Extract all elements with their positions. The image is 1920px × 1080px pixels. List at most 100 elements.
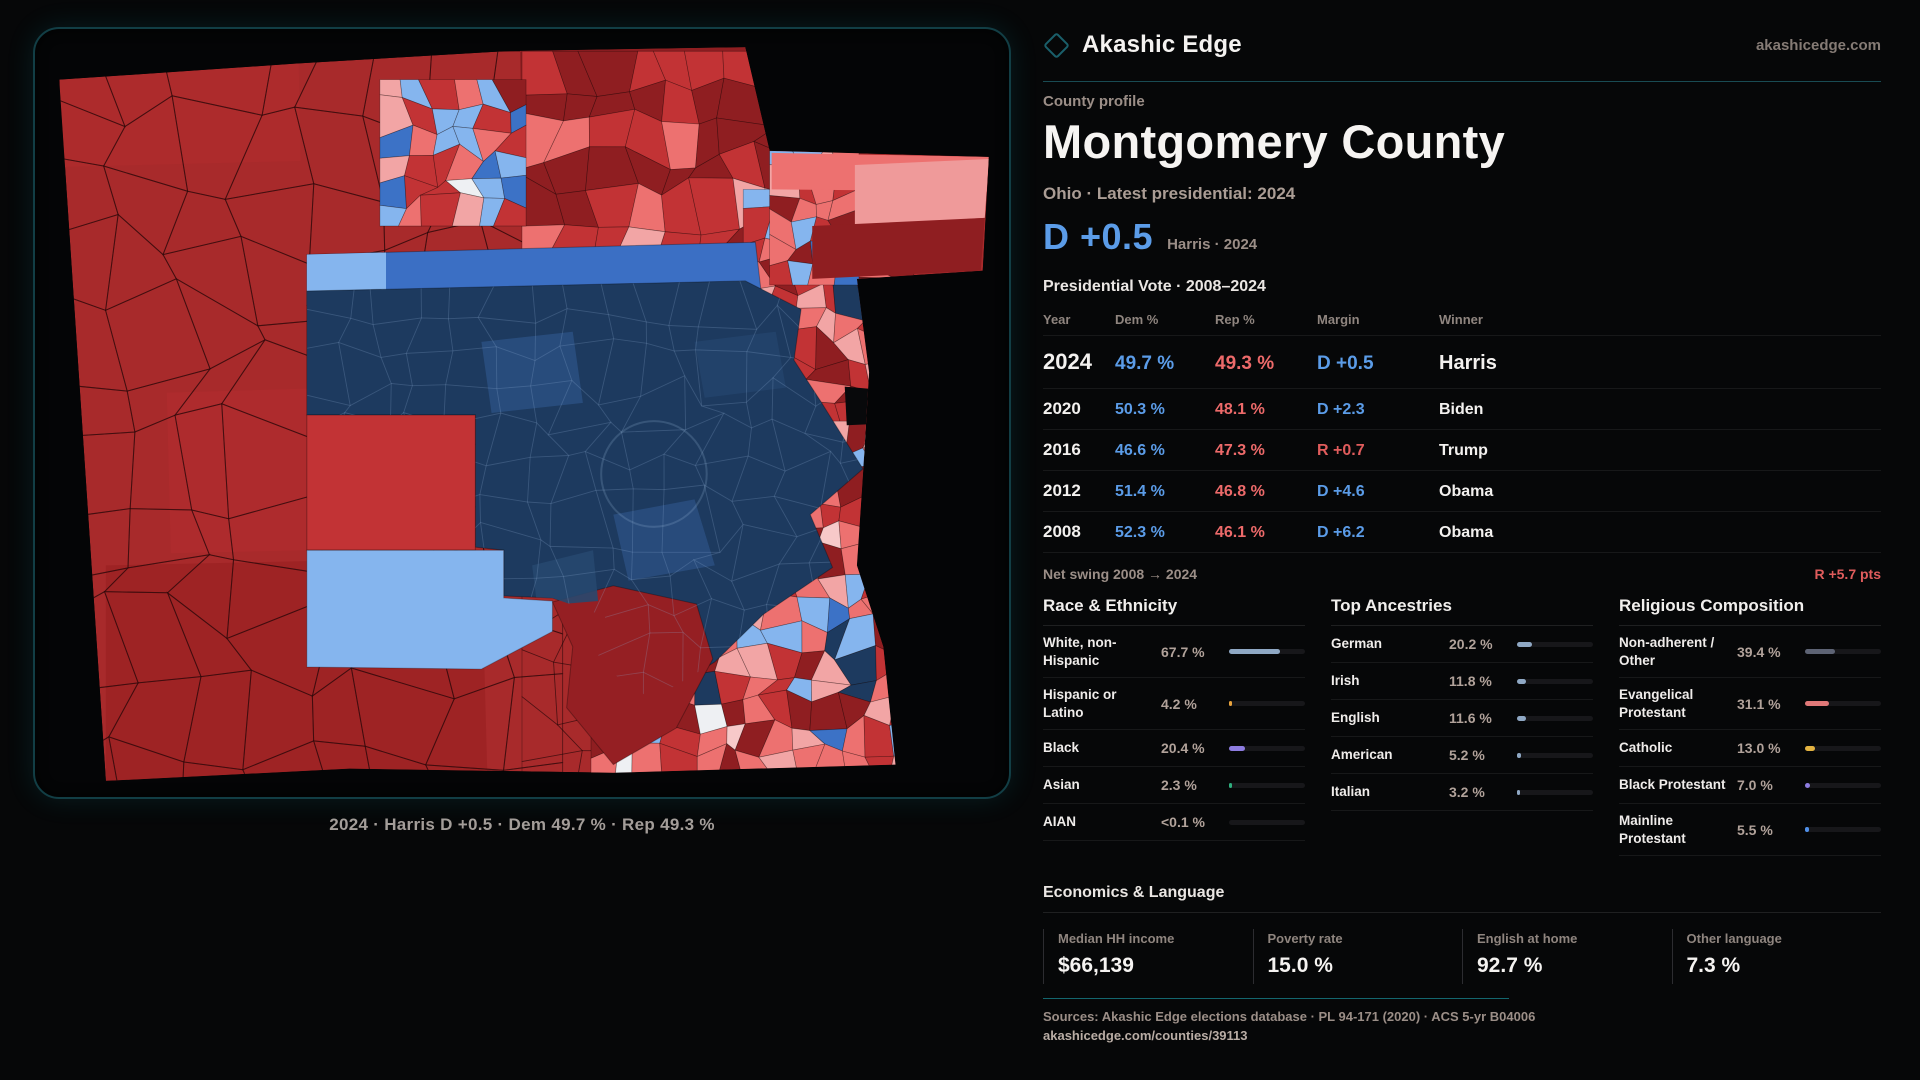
demo-value: 13.0 %: [1737, 740, 1781, 757]
vote-winner: Trump: [1439, 442, 1488, 459]
econ-stat-label: Median HH income: [1058, 931, 1175, 947]
demo-section-title: Top Ancestries: [1331, 596, 1593, 626]
demo-value: 20.2 %: [1449, 636, 1493, 652]
econ-stat: Median HH income $66,139: [1043, 929, 1253, 985]
stat-bar-fill: [1805, 782, 1811, 788]
demo-value: 7.0 %: [1737, 777, 1773, 794]
demo-row: White, non-Hispanic 67.7 %: [1043, 626, 1305, 679]
vote-dem: 50.3 %: [1115, 401, 1165, 418]
stat-bar-fill: [1805, 649, 1835, 655]
demo-label: Hispanic or Latino: [1043, 687, 1117, 720]
demo-row: Irish 11.8 %: [1331, 663, 1593, 700]
permalink-link[interactable]: akashicedge.com/counties/39113: [1043, 1028, 1248, 1044]
demo-row: Italian 3.2 %: [1331, 774, 1593, 811]
demo-value: <0.1 %: [1161, 814, 1205, 831]
vote-header-cell: Rep %: [1215, 312, 1255, 327]
econ-stat-value: 92.7 %: [1477, 954, 1543, 978]
brand-logo-diamond-icon: [1043, 31, 1070, 59]
vote-header-cell: Dem %: [1115, 312, 1159, 327]
vote-rep: 48.1 %: [1215, 401, 1265, 418]
demo-label: American: [1331, 747, 1393, 763]
demo-label: Italian: [1331, 784, 1371, 800]
profile-kicker: County profile: [1043, 93, 1145, 110]
demo-value: 39.4 %: [1737, 643, 1781, 660]
vote-margin: D +6.2: [1317, 524, 1365, 541]
demo-row: Non-adherent / Other 39.4 %: [1619, 626, 1881, 679]
demo-row: German 20.2 %: [1331, 626, 1593, 663]
stat-bar-fill: [1229, 649, 1281, 655]
demo-row: Black 20.4 %: [1043, 730, 1305, 768]
headline: D +0.5 Harris · 2024: [1043, 216, 1881, 258]
vote-row: 2008 52.3 % 46.1 % D +6.2 Obama: [1043, 512, 1881, 553]
demographics-grid: Race & Ethnicity White, non-Hispanic 67.7 …: [1043, 596, 1881, 857]
map-caption: 2024 · Harris D +0.5 · Dem 49.7 % · Rep …: [329, 815, 715, 834]
demo-row: Mainline Protestant 5.5 %: [1619, 804, 1881, 857]
demo-value: 20.4 %: [1161, 740, 1205, 757]
econ-stat-label: Other language: [1686, 931, 1782, 947]
demo-row: Evangelical Protestant 31.1 %: [1619, 678, 1881, 731]
stat-bar-track: [1805, 649, 1881, 655]
county-title: Montgomery County: [1043, 115, 1506, 168]
demo-label: Asian: [1043, 777, 1080, 793]
demo-row: English 11.6 %: [1331, 700, 1593, 737]
stat-bar-track: [1805, 701, 1881, 707]
stat-bar-track: [1229, 782, 1305, 788]
vote-table: Year Dem % Rep % Margin Winner 2024 49.7 % 49.3…: [1043, 308, 1881, 553]
vote-year: 2020: [1043, 399, 1081, 418]
econ-stat: Other language 7.3 %: [1671, 929, 1882, 985]
demo-section: Top Ancestries German 20.2 % Irish 11.8 % Eng…: [1331, 596, 1593, 856]
brand-header: Akashic Edge akashicedge.com: [1043, 30, 1881, 60]
demo-value: 31.1 %: [1737, 695, 1781, 712]
vote-row: 2024 49.7 % 49.3 % D +0.5 Harris: [1043, 336, 1881, 389]
vote-winner: Harris: [1439, 352, 1497, 374]
vote-dem: 49.7 %: [1115, 353, 1175, 374]
demo-value: 11.6 %: [1449, 710, 1492, 726]
vote-winner: Biden: [1439, 401, 1484, 418]
map-card: [33, 27, 1011, 799]
demo-section: Religious Composition Non-adherent / Othe…: [1619, 596, 1881, 857]
county-precinct-map[interactable]: [45, 37, 999, 789]
stat-bar-track: [1517, 678, 1593, 684]
demo-row: American 5.2 %: [1331, 737, 1593, 774]
demo-row: Asian 2.3 %: [1043, 767, 1305, 805]
vote-margin: D +4.6: [1317, 483, 1365, 500]
vote-winner: Obama: [1439, 524, 1494, 541]
demo-label: German: [1331, 636, 1383, 652]
county-subtitle: Ohio · Latest presidential: 2024: [1043, 184, 1296, 203]
vote-dem: 52.3 %: [1115, 524, 1165, 541]
net-swing-value: R +5.7 pts: [1814, 566, 1881, 582]
demo-row: AIAN <0.1 %: [1043, 804, 1305, 842]
economics-stats-row: Median HH income $66,139 Poverty rate 15.0 …: [1043, 929, 1882, 985]
vote-row: 2020 50.3 % 48.1 % D +2.3 Biden: [1043, 389, 1881, 430]
stat-bar-fill: [1517, 641, 1533, 647]
demo-label: Catholic: [1619, 740, 1673, 756]
stat-bar-track: [1517, 752, 1593, 758]
demo-label: Irish: [1331, 673, 1360, 689]
stat-bar-fill: [1517, 752, 1521, 758]
stat-bar-fill: [1517, 715, 1526, 721]
stat-bar-fill: [1517, 789, 1520, 795]
vote-rep: 47.3 %: [1215, 442, 1265, 459]
stat-bar-fill: [1229, 782, 1232, 788]
net-swing-row: Net swing 2008 → 2024 R +5.7 pts: [1043, 555, 1881, 582]
site-domain-link[interactable]: akashicedge.com: [1755, 36, 1881, 54]
header-divider: [1043, 81, 1881, 82]
demo-label: White, non-Hispanic: [1043, 635, 1117, 668]
headline-note: Harris · 2024: [1167, 236, 1258, 253]
stat-bar-track: [1805, 745, 1881, 751]
stat-bar-fill: [1805, 827, 1810, 833]
stat-bar-fill: [1805, 745, 1815, 751]
economics-title: Economics & Language: [1043, 884, 1881, 914]
demo-row: Black Protestant 7.0 %: [1619, 767, 1881, 805]
stat-bar-track: [1517, 715, 1593, 721]
vote-rep: 46.1 %: [1215, 524, 1265, 541]
vote-year: 2024: [1043, 349, 1092, 374]
demo-value: 3.2 %: [1449, 784, 1485, 800]
vote-margin: D +2.3: [1317, 401, 1365, 418]
sources-text: Sources: Akashic Edge elections database…: [1043, 1009, 1536, 1025]
stat-bar-track: [1805, 782, 1881, 788]
net-swing-label: Net swing 2008 → 2024: [1043, 566, 1198, 582]
vote-rep: 49.3 %: [1215, 353, 1275, 374]
vote-header-cell: Margin: [1317, 312, 1360, 327]
